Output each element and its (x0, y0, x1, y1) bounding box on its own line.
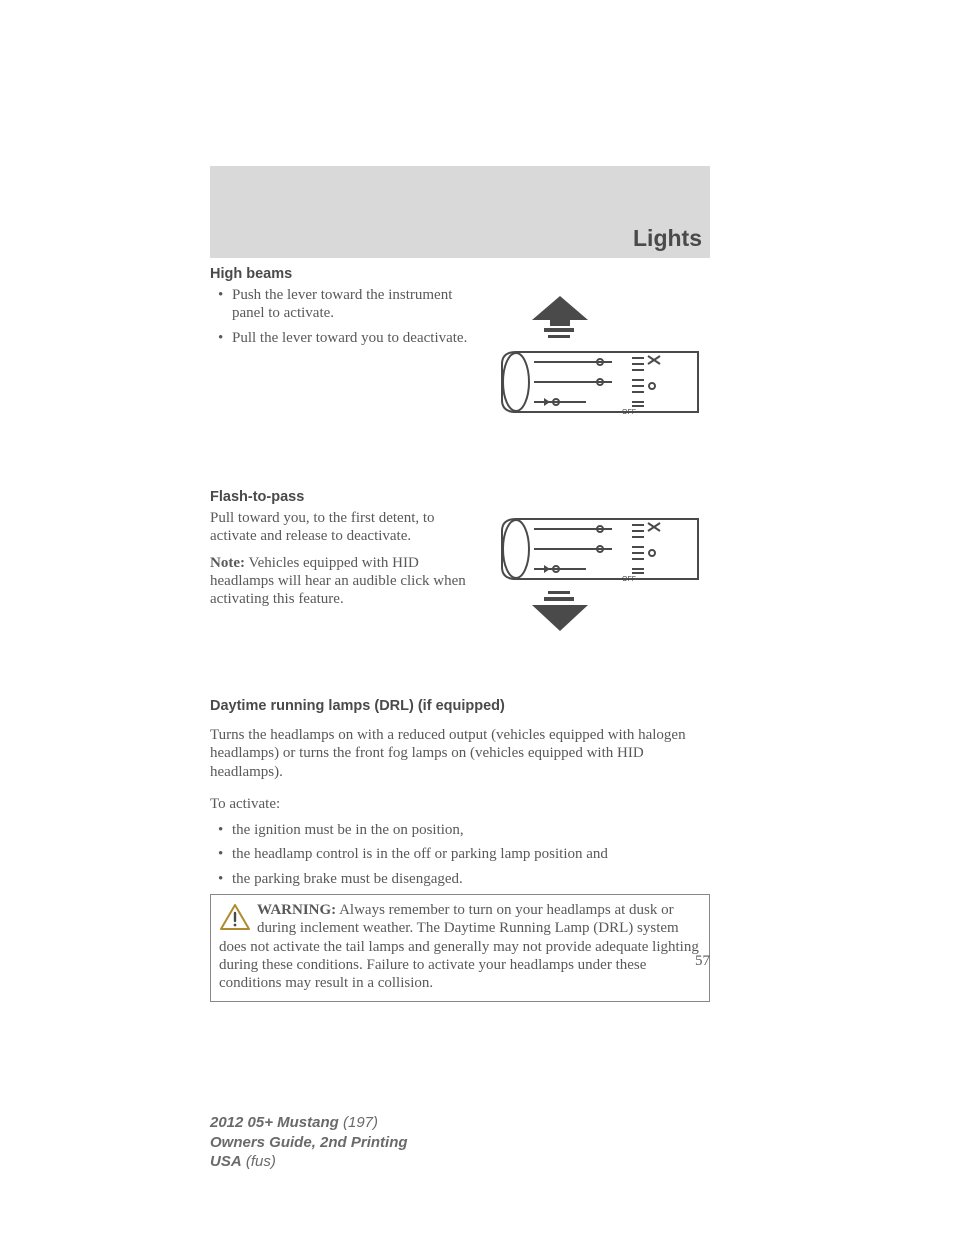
note-label: Note: (210, 555, 245, 571)
page-content: High beams Push the lever toward the ins… (210, 266, 710, 1002)
drl-bullets: the ignition must be in the on position,… (210, 821, 710, 888)
header-band: Lights (210, 166, 710, 258)
page-number: 57 (210, 953, 710, 970)
footer: 2012 05+ Mustang (197) Owners Guide, 2nd… (210, 1113, 408, 1172)
note-text: Vehicles equipped with HID headlamps wil… (210, 555, 466, 608)
warning-label: WARNING: (257, 902, 336, 918)
svg-text:OFF: OFF (622, 576, 636, 583)
footer-region-code: (fus) (242, 1153, 276, 1170)
list-item: the ignition must be in the on position, (210, 821, 710, 839)
flash-to-pass-note: Note: Vehicles equipped with HID headlam… (210, 554, 470, 609)
list-item: Push the lever toward the instrument pan… (210, 286, 470, 323)
high-beams-heading: High beams (210, 266, 710, 282)
footer-region: USA (210, 1153, 242, 1170)
footer-model: 2012 05+ Mustang (210, 1114, 339, 1131)
section-title: Lights (633, 225, 702, 252)
drl-para: Turns the headlamps on with a reduced ou… (210, 726, 710, 781)
lever-push-illustration: OFF (482, 286, 710, 426)
warning-text: WARNING: Always remember to turn on your… (219, 902, 699, 991)
list-item: the parking brake must be disengaged. (210, 870, 710, 888)
flash-to-pass-para: Pull toward you, to the first detent, to… (210, 509, 470, 546)
drl-activate-label: To activate: (210, 795, 710, 813)
lever-pull-illustration: OFF (482, 509, 710, 649)
list-item: Pull the lever toward you to deactivate. (210, 329, 470, 347)
flash-to-pass-heading: Flash-to-pass (210, 489, 710, 505)
warning-box: WARNING: Always remember to turn on your… (210, 894, 710, 1001)
flash-to-pass-row: Pull toward you, to the first detent, to… (210, 509, 710, 654)
footer-guide: Owners Guide, 2nd Printing (210, 1134, 408, 1151)
high-beams-row: Push the lever toward the instrument pan… (210, 286, 710, 431)
list-item: the headlamp control is in the off or pa… (210, 845, 710, 863)
drl-heading: Daytime running lamps (DRL) (if equipped… (210, 698, 710, 714)
warning-triangle-icon (219, 903, 251, 931)
high-beams-bullets: Push the lever toward the instrument pan… (210, 286, 470, 347)
off-label: OFF (622, 409, 636, 416)
footer-code: (197) (339, 1114, 378, 1131)
